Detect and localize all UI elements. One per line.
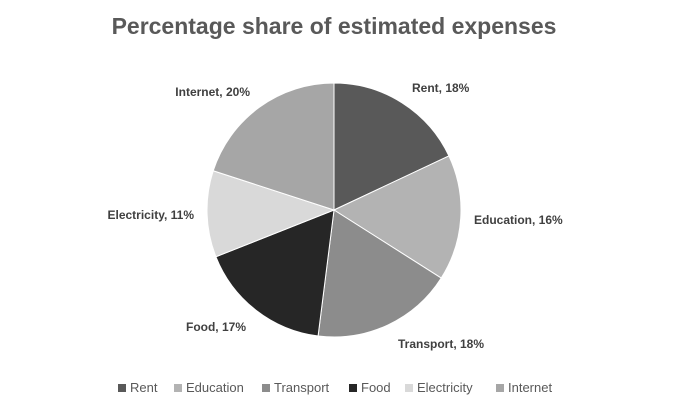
data-label-rent: Rent, 18% xyxy=(412,81,470,95)
legend-swatch-food xyxy=(349,384,357,392)
legend-label-rent: Rent xyxy=(130,380,158,395)
legend-swatch-education xyxy=(174,384,182,392)
pie-slice-internet xyxy=(212,82,335,211)
legend-label-internet: Internet xyxy=(508,380,552,395)
chart-title: Percentage share of estimated expenses xyxy=(112,13,557,39)
data-label-internet: Internet, 20% xyxy=(175,85,250,99)
data-labels: Rent, 18% Education, 16% Transport, 18% Foo… xyxy=(108,81,564,351)
legend-swatch-internet xyxy=(496,384,504,392)
data-label-transport: Transport, 18% xyxy=(398,337,484,351)
data-label-electricity: Electricity, 11% xyxy=(108,208,195,222)
pie-slice-education xyxy=(332,155,462,279)
pie-slice-rent xyxy=(333,82,450,211)
legend: Rent Education Transport Food Electricity Int… xyxy=(118,380,552,395)
data-label-food: Food, 17% xyxy=(186,320,246,334)
legend-swatch-electricity xyxy=(405,384,413,392)
pie-slice-electricity xyxy=(206,170,336,258)
data-label-education: Education, 16% xyxy=(474,213,563,227)
pie-slice-transport xyxy=(317,209,442,338)
legend-swatch-transport xyxy=(262,384,270,392)
legend-label-education: Education xyxy=(186,380,244,395)
legend-label-electricity: Electricity xyxy=(417,380,473,395)
legend-label-food: Food xyxy=(361,380,391,395)
pie-slices xyxy=(206,82,462,338)
legend-label-transport: Transport xyxy=(274,380,330,395)
legend-swatch-rent xyxy=(118,384,126,392)
pie-slice-food xyxy=(215,209,335,337)
